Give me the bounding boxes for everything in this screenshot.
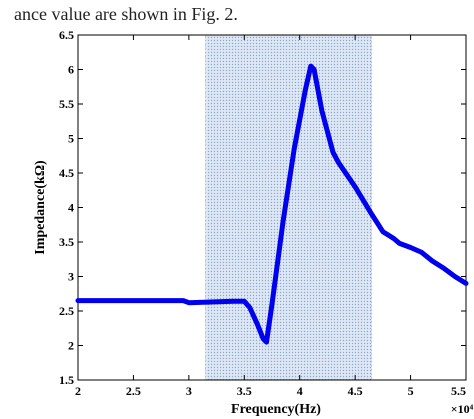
x-axis-title: Frequency(Hz) (231, 402, 321, 417)
y-tick-label: 3.5 (59, 235, 74, 249)
y-tick-label: 2.5 (59, 304, 74, 318)
y-tick-label: 4.5 (59, 166, 74, 180)
x-tick-label: 3 (186, 384, 192, 398)
x-tick-label: 4 (297, 384, 303, 398)
y-tick-label: 4 (68, 201, 74, 215)
y-axis-ticks: 1.5 2 2.5 3 3.5 4 4.5 5 5.5 6 6.5 (59, 28, 466, 387)
plot-area: 2 2.5 3 3.5 4 4.5 5 5.5 1.522.533.544.555.566.5 (59, 28, 469, 398)
x-axis-scale-multiplier: ×10⁴ (451, 402, 474, 416)
y-tick-label: 6 (68, 63, 74, 77)
x-tick-label: 4.5 (348, 384, 363, 398)
x-tick-label: 5 (408, 384, 414, 398)
y-axis-title: Impedance(kΩ) (33, 160, 48, 255)
y-tick-label: 2 (68, 339, 74, 353)
x-tick-label: 3.5 (237, 384, 252, 398)
y-tick-label: 1.5 (59, 373, 74, 387)
x-axis-ticks: 2 2.5 3 3.5 4 4.5 5 5.5 (75, 35, 467, 398)
caption-fragment: ance value are shown in Fig. 2. (14, 4, 238, 24)
x-tick-label: 2 (75, 384, 81, 398)
y-tick-label: 5.5 (59, 97, 74, 111)
x-tick-label: 5.5 (451, 384, 466, 398)
y-tick-label: 6.5 (59, 28, 74, 42)
x-tick-label: 2.5 (126, 384, 141, 398)
y-tick-label: 3 (68, 270, 74, 284)
y-tick-label: 5 (68, 132, 74, 146)
impedance-series-line (75, 63, 469, 345)
highlight-region (205, 34, 373, 381)
